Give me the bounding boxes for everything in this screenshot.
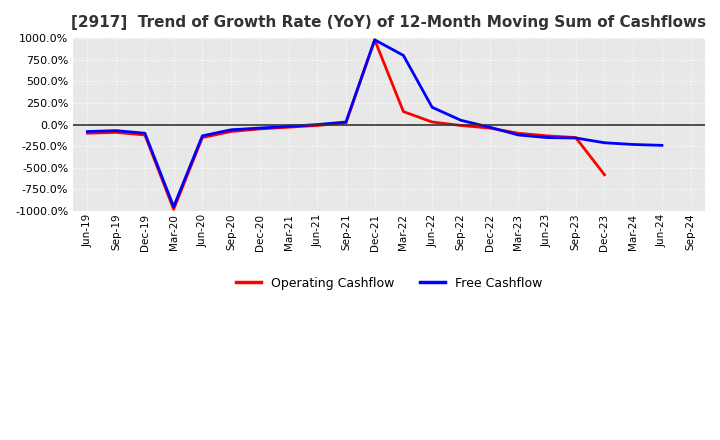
Title: [2917]  Trend of Growth Rate (YoY) of 12-Month Moving Sum of Cashflows: [2917] Trend of Growth Rate (YoY) of 12-… <box>71 15 706 30</box>
Legend: Operating Cashflow, Free Cashflow: Operating Cashflow, Free Cashflow <box>231 272 547 295</box>
